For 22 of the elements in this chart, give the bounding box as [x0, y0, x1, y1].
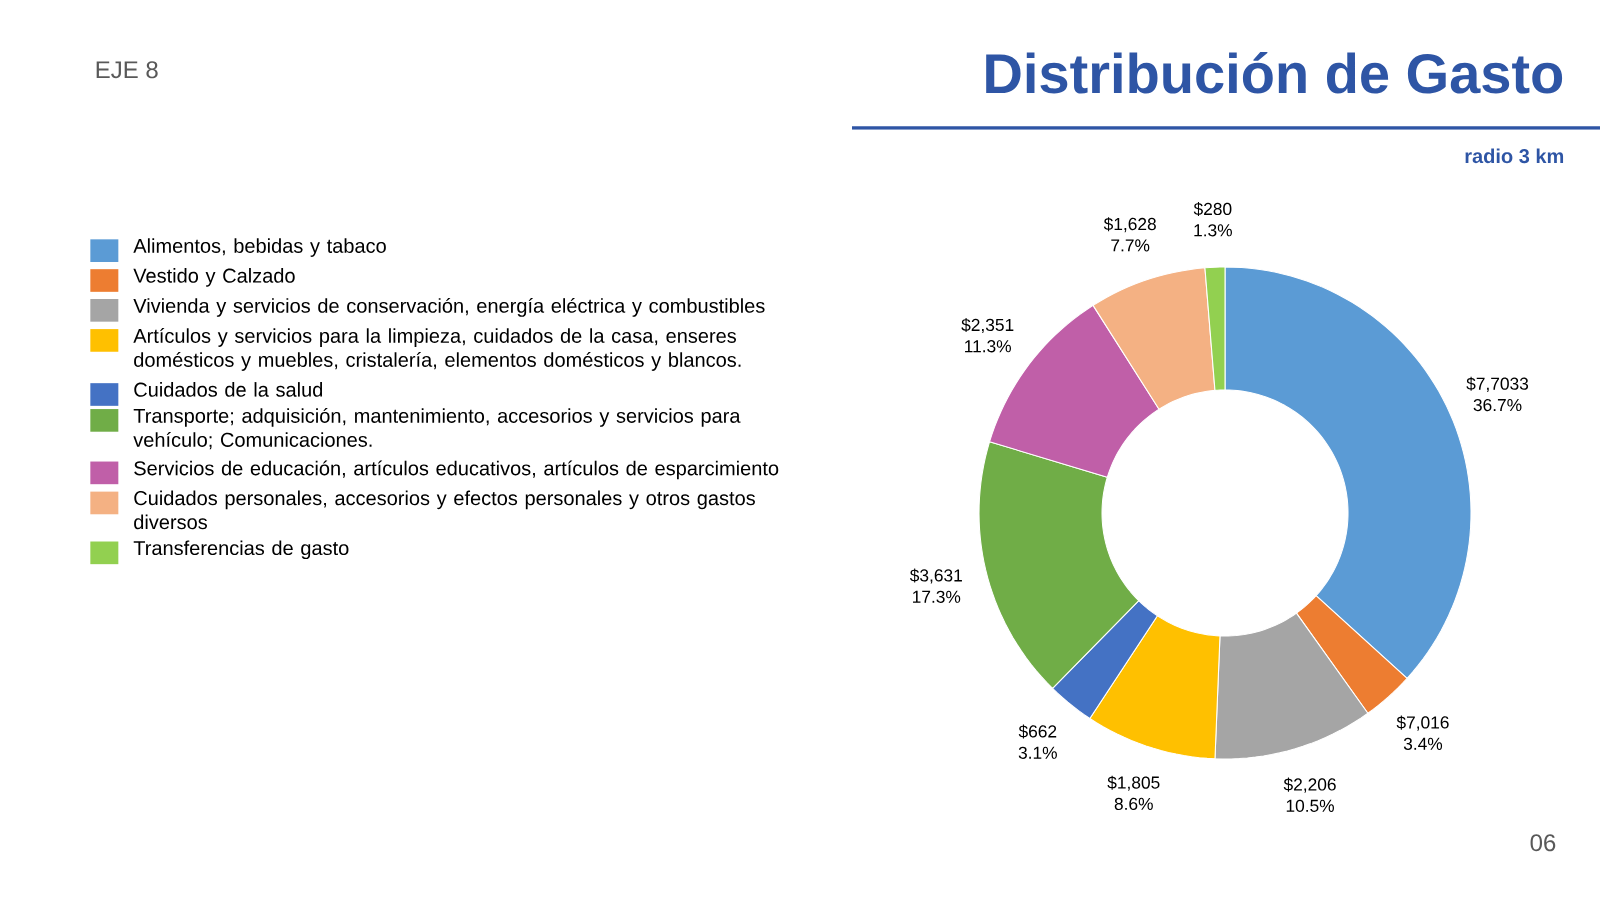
- chart-title: Distribución de Gasto: [986, 51, 1563, 94]
- legend-label: Cuidados personales, accesorios y efectos personales y otros gastos diversos: [134, 490, 755, 530]
- data-label: $1,805 8.6%: [1107, 775, 1160, 811]
- legend-label: Transferencias de gasto: [133, 540, 349, 560]
- legend-label: Artículos y servicios para la limpieza, cuidados de la casa, enseres domésticos y muebles, cristalería, elementos domésticos y blancos.: [133, 328, 741, 371]
- data-label: $280 1.3%: [1193, 202, 1232, 237]
- chart-subtitle: radio 3 km: [1465, 148, 1564, 164]
- data-label: $1,628 7.7%: [1103, 217, 1156, 252]
- legend-label: Alimentos, bebidas y tabaco: [133, 238, 386, 257]
- data-label: $2,206 10.5%: [1283, 777, 1336, 812]
- legend-label: Servicios de educación, artículos educativos, artículos de esparcimiento: [134, 460, 779, 480]
- data-label: $662 3.1%: [1018, 724, 1057, 759]
- legend-label: Vivienda y servicios de conservación, energía eléctrica y combustibles: [133, 297, 765, 317]
- data-label: $2,351 11.3%: [961, 318, 1014, 353]
- legend-label: Cuidados de la salud: [134, 382, 323, 397]
- text: EJE 8: [96, 61, 158, 79]
- data-label: $3,631 17.3%: [909, 568, 962, 603]
- legend-label: Vestido y Calzado: [133, 268, 295, 287]
- data-label: $7,7033 36.7%: [1466, 376, 1529, 412]
- text: 06: [1530, 834, 1556, 852]
- legend-label: Transporte; adquisición, mantenimiento, accesorios y servicios para vehículo; Comunicaciones.: [133, 407, 741, 450]
- data-label: $7,016 3.4%: [1396, 715, 1449, 750]
